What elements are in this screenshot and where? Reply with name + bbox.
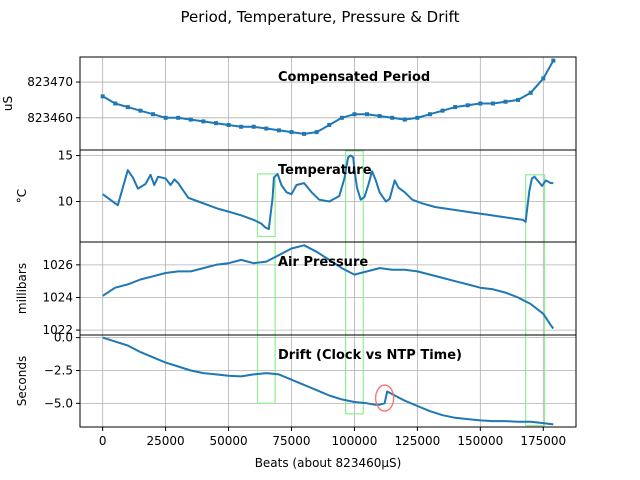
x-tick-label: 175000 [520,434,566,448]
y-tick-label: 1024 [42,290,73,304]
data-point [314,130,319,135]
data-point [264,126,269,131]
y-tick-label: 1026 [42,258,73,272]
data-point [551,58,556,63]
data-point [427,112,432,117]
data-point [465,103,470,108]
x-tick-label: 50000 [209,434,247,448]
data-point [528,90,533,95]
y-axis-label: Seconds [15,356,29,406]
panel-1: 823460 823470 uS Compensated Period [1,56,577,151]
data-point [239,124,244,129]
data-point [276,128,281,133]
data-point [188,117,193,122]
chart-panels: 823460 823470 uS Compensated Period 10 15 °C Te… [1,56,577,448]
highlight-box [256,173,276,238]
highlight-box [525,174,546,242]
series-line [102,154,554,231]
data-point [503,99,508,104]
series-line [102,336,554,426]
y-tick-label: 823460 [27,111,73,125]
x-tick-label: 0 [99,434,107,448]
panel-title: Compensated Period [278,70,430,85]
data-point [251,124,256,129]
y-tick-label: 10 [58,195,73,209]
data-point [201,119,206,124]
x-tick-label: 25000 [147,434,185,448]
anomaly-marker [374,384,395,412]
data-point [377,114,382,119]
panel-title: Air Pressure [278,255,368,270]
panel-frame [79,334,577,428]
series-line [102,244,555,330]
x-axis-label: Beats (about 823460µS) [255,456,402,470]
data-point [289,130,294,135]
data-point [365,112,370,117]
y-tick-label: 1022 [42,323,73,337]
data-point [113,101,118,106]
data-point [402,117,407,122]
data-point [453,105,458,110]
panel-3: 1022 1024 1026 millibars Air Pressure [15,241,577,337]
data-point [339,115,344,120]
panel-2: 10 15 °C Temperature [15,149,577,243]
data-point [440,108,445,113]
y-axis-label: uS [1,96,15,111]
x-tick-label: 125000 [394,434,440,448]
data-point [302,131,307,136]
data-point [125,105,130,110]
data-point [100,94,105,99]
panel-4: 0.0 −2.5 −5.0 Seconds Drift (Clock vs NTP Ti… [15,331,577,428]
data-point [390,115,395,120]
highlight-box [256,335,276,404]
x-tick-label: 150000 [457,434,503,448]
data-point [478,101,483,106]
highlight-box [345,335,364,415]
x-tick-label: 75000 [272,434,310,448]
x-tick-label: 100000 [332,434,378,448]
data-point [163,115,168,120]
highlight-box [345,242,364,335]
y-tick-label: 823470 [27,75,73,89]
highlight-box [525,335,546,427]
y-axis-label: °C [15,189,29,203]
data-point [138,108,143,113]
panel-title: Drift (Clock vs NTP Time) [278,348,462,363]
figure-title: Period, Temperature, Pressure & Drift [181,8,460,26]
data-point [516,97,521,102]
panel-title: Temperature [278,163,372,178]
y-tick-label: −5.0 [44,396,73,410]
y-axis-label: millibars [15,263,29,314]
panel-data [102,335,554,427]
data-point [490,101,495,106]
data-point [176,115,181,120]
data-point [151,112,156,117]
panel-data [100,58,556,136]
data-point [213,121,218,126]
data-point [226,122,231,127]
data-point [415,115,420,120]
panel-data [102,242,555,335]
y-tick-label: 15 [58,149,73,163]
highlight-box [345,150,364,242]
highlight-box [525,242,546,335]
y-tick-label: 0.0 [54,331,73,345]
data-point [327,122,332,127]
highlight-box [256,242,276,335]
panel-data [102,150,554,242]
y-tick-label: −2.5 [44,363,73,377]
data-point [541,76,546,81]
data-point [352,112,357,117]
